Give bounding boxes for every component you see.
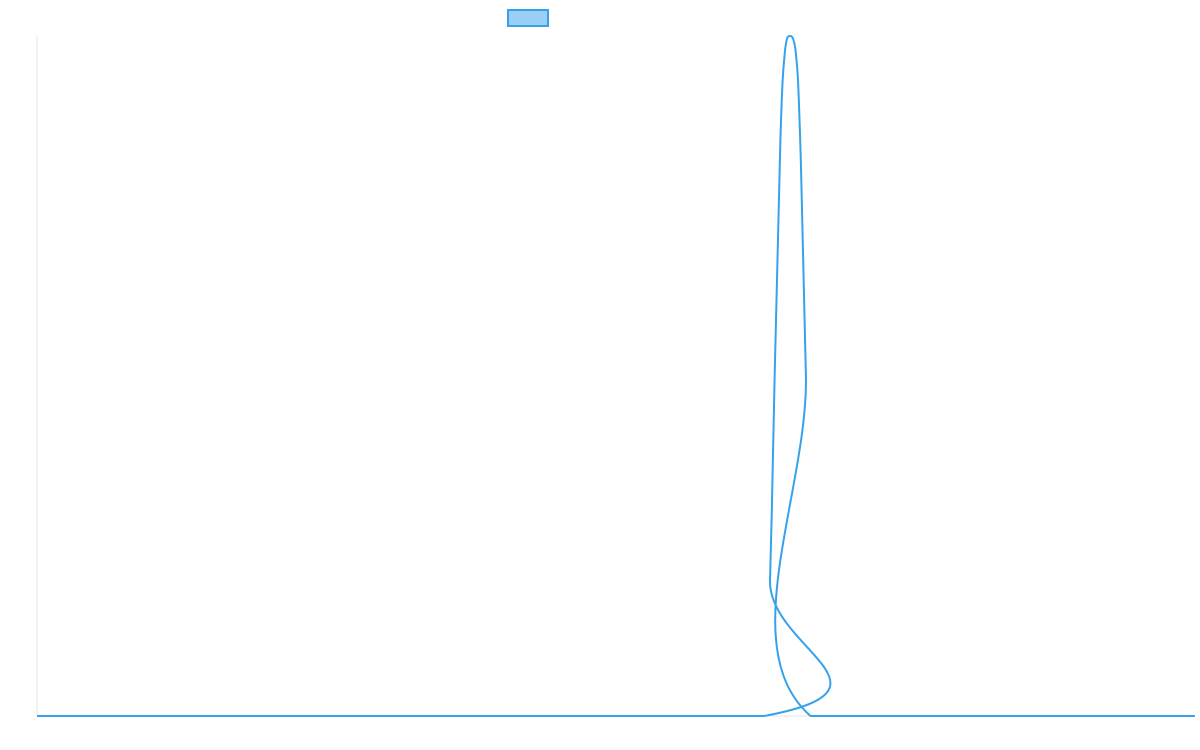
- data-point[interactable]: [777, 135, 783, 141]
- legend[interactable]: [507, 9, 549, 27]
- data-point[interactable]: [792, 47, 798, 53]
- data-point[interactable]: [34, 713, 40, 719]
- data-point[interactable]: [1192, 713, 1198, 719]
- series-group: [34, 33, 1198, 719]
- series-line-0[interactable]: [37, 35, 1195, 718]
- data-point[interactable]: [767, 577, 773, 583]
- data-point[interactable]: [808, 713, 814, 719]
- data-point[interactable]: [761, 713, 767, 719]
- data-point[interactable]: [772, 373, 778, 379]
- data-point[interactable]: [787, 33, 793, 39]
- data-point[interactable]: [803, 373, 809, 379]
- data-point[interactable]: [782, 47, 788, 53]
- data-point[interactable]: [797, 135, 803, 141]
- legend-swatch[interactable]: [507, 9, 549, 27]
- axes: [36, 36, 1195, 717]
